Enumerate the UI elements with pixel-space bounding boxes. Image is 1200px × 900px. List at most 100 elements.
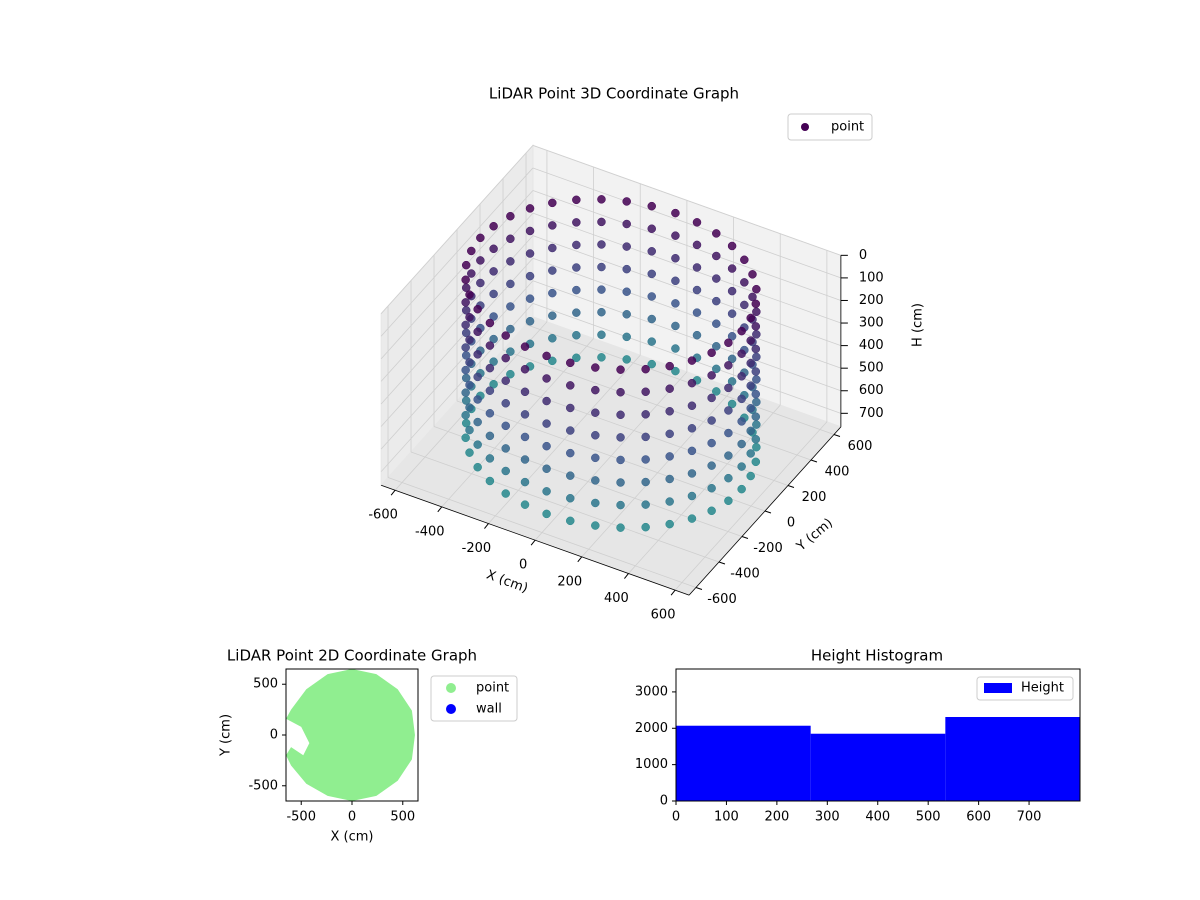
point [461, 298, 470, 307]
point [746, 449, 755, 458]
point [727, 309, 737, 318]
point [724, 451, 733, 460]
point [737, 326, 746, 336]
point [692, 285, 702, 295]
point [485, 386, 495, 395]
y-tick [810, 459, 818, 463]
point [467, 269, 476, 278]
point [506, 302, 515, 311]
chart-title: Height Histogram [811, 647, 943, 665]
point [525, 316, 535, 326]
point [501, 353, 510, 363]
point [712, 319, 721, 328]
y-tick-label: 200 [802, 490, 827, 505]
point [489, 244, 498, 254]
point [572, 353, 581, 363]
point [616, 455, 625, 465]
point [724, 361, 733, 370]
point [622, 197, 631, 206]
point [465, 358, 474, 367]
point [597, 353, 606, 362]
point [461, 343, 470, 352]
point [542, 351, 551, 361]
x-tick [437, 506, 443, 513]
point [542, 509, 551, 519]
point [520, 410, 530, 419]
point [647, 269, 656, 279]
point [641, 455, 650, 464]
x-axis-label: X (cm) [331, 830, 374, 845]
point [485, 341, 495, 350]
point [506, 279, 515, 289]
point [692, 240, 702, 250]
point [467, 246, 476, 256]
point [671, 208, 680, 218]
point [616, 500, 625, 510]
point [647, 247, 656, 256]
point [461, 388, 470, 397]
point [542, 374, 551, 383]
point [665, 429, 674, 439]
point [520, 432, 530, 442]
point [641, 477, 650, 487]
point [712, 251, 721, 261]
y-tick [787, 485, 795, 488]
x-tick [530, 539, 536, 546]
point [591, 453, 600, 463]
point [566, 448, 575, 458]
point [622, 355, 631, 364]
bar [945, 717, 1080, 801]
x-tick-label: 0 [348, 810, 356, 825]
point [737, 439, 746, 449]
point [616, 410, 625, 420]
point [485, 363, 495, 373]
z-tick-label: 500 [859, 361, 884, 376]
point [473, 440, 482, 449]
point [506, 257, 515, 266]
point [641, 364, 650, 374]
point [622, 242, 631, 251]
point [622, 264, 631, 274]
point [566, 403, 575, 413]
point [687, 491, 697, 501]
x-tick-label: 400 [865, 810, 890, 825]
point [489, 334, 498, 344]
point [641, 522, 650, 532]
point [751, 344, 761, 354]
y-tick [764, 510, 772, 514]
point [622, 219, 631, 229]
point [501, 331, 510, 340]
x-tick-label: -200 [462, 541, 492, 556]
point [641, 500, 650, 509]
y-axis-label: Y (cm) [793, 516, 836, 555]
chart-title: LiDAR Point 2D Coordinate Graph [227, 647, 477, 665]
point [748, 270, 757, 279]
point [727, 332, 737, 341]
grid-line [502, 349, 812, 461]
point [665, 452, 674, 461]
x-tick-label: 300 [815, 810, 840, 825]
point [752, 420, 761, 429]
point [506, 234, 515, 244]
point [476, 256, 485, 265]
point [724, 406, 733, 415]
point [671, 299, 680, 308]
point [737, 372, 746, 381]
point [476, 233, 485, 243]
x-tick-label: -600 [368, 508, 398, 523]
grid-line [380, 145, 534, 314]
point [746, 404, 755, 413]
grid-line [532, 302, 842, 414]
point [727, 399, 737, 409]
point [525, 226, 535, 236]
point [752, 442, 761, 452]
point [520, 387, 530, 397]
point [591, 476, 600, 485]
grid-line [532, 144, 842, 256]
x-tick [624, 573, 629, 579]
point [572, 263, 581, 272]
x-tick-label: -500 [286, 810, 316, 825]
point [501, 376, 510, 385]
point [485, 431, 495, 441]
point [525, 249, 535, 258]
